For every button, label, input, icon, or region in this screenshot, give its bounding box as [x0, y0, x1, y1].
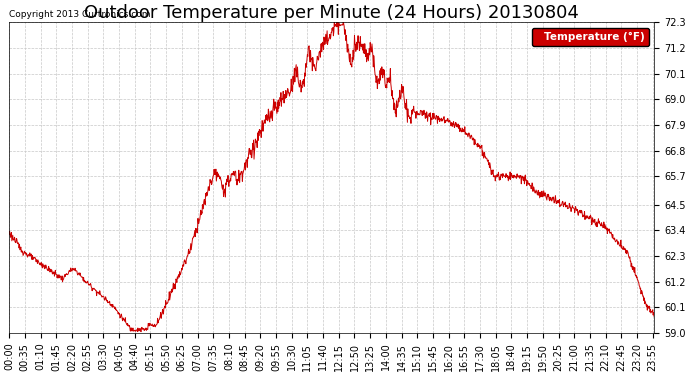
Text: Copyright 2013 Curtronics.com: Copyright 2013 Curtronics.com: [9, 10, 150, 19]
Title: Outdoor Temperature per Minute (24 Hours) 20130804: Outdoor Temperature per Minute (24 Hours…: [84, 4, 580, 22]
Legend: Temperature (°F): Temperature (°F): [532, 27, 649, 46]
